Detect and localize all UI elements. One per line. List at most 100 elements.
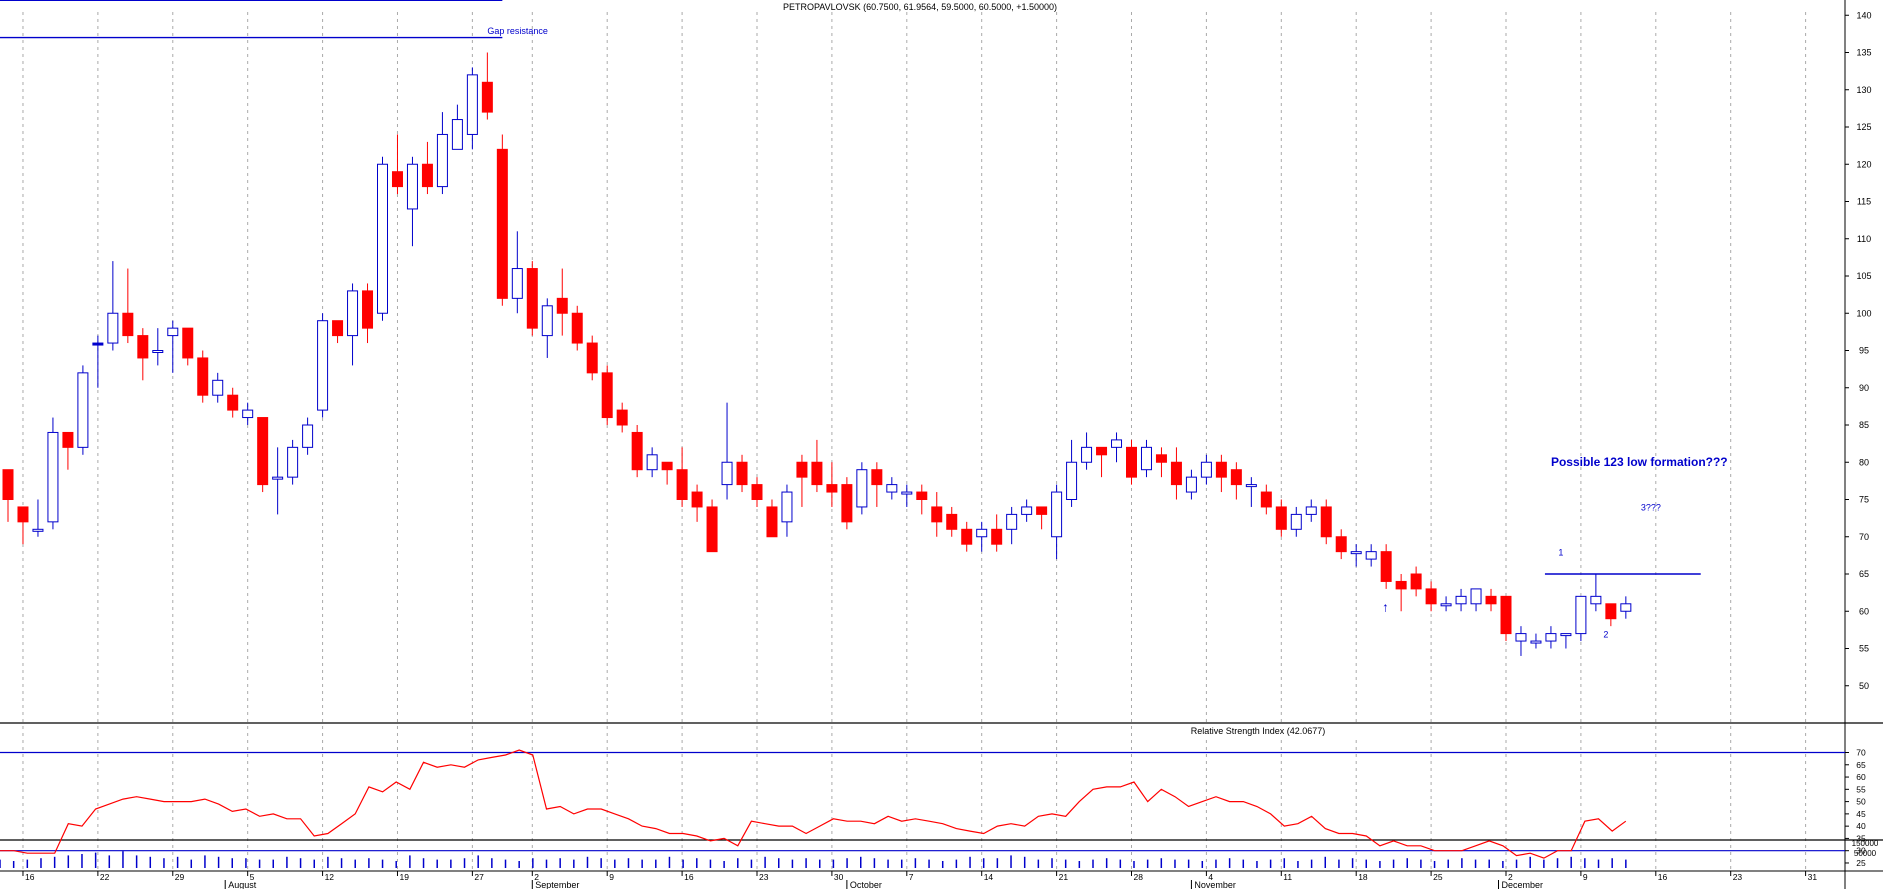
- candle-body: [1485, 595, 1497, 605]
- candle: [227, 387, 239, 418]
- candle-body: [1350, 551, 1362, 555]
- price-tick-label: 100: [1856, 308, 1871, 318]
- candle: [706, 499, 718, 553]
- candle: [1515, 626, 1527, 656]
- x-month-label: August: [228, 880, 257, 889]
- candle-body: [1200, 461, 1212, 478]
- candle-body: [541, 305, 553, 337]
- rsi-panel: 25 30 35 40 45 50 55 60 65 70: [0, 748, 1866, 868]
- candle-body: [1290, 513, 1302, 530]
- rsi-tick-label: 40: [1856, 821, 1866, 831]
- candle: [931, 492, 943, 537]
- candle-body: [796, 461, 808, 478]
- candle: [137, 328, 149, 381]
- candle: [1245, 477, 1257, 507]
- x-day-label: 5: [250, 872, 255, 882]
- candle-body: [1185, 476, 1197, 493]
- candle: [1560, 633, 1572, 649]
- candle-body: [1335, 536, 1347, 553]
- candle-body: [391, 171, 403, 188]
- x-day-label: 9: [609, 872, 614, 882]
- candle: [1006, 506, 1018, 545]
- candle: [47, 417, 59, 530]
- price-tick-label: 85: [1859, 420, 1869, 430]
- candle: [1096, 446, 1108, 478]
- candle-body: [811, 461, 823, 486]
- rsi-tick-label: 65: [1856, 760, 1866, 770]
- candle-body: [721, 461, 733, 486]
- candle-body: [766, 506, 778, 538]
- candle: [721, 402, 733, 500]
- candle: [976, 521, 988, 552]
- candle-body: [2, 469, 14, 501]
- candle-body: [1230, 469, 1242, 486]
- candle: [616, 402, 628, 433]
- x-month-label: December: [1502, 880, 1544, 889]
- candle: [451, 104, 463, 150]
- price-tick-label: 120: [1856, 159, 1871, 169]
- candle: [1410, 566, 1422, 597]
- candle: [272, 447, 284, 515]
- candle: [766, 499, 778, 538]
- candle: [1275, 499, 1287, 537]
- x-day-label: 9: [1583, 872, 1588, 882]
- candle-body: [826, 484, 838, 493]
- candle: [1335, 529, 1347, 560]
- candle: [1590, 574, 1602, 612]
- candle: [107, 261, 119, 351]
- candle-body: [107, 312, 119, 344]
- candle-body: [122, 312, 134, 337]
- candle: [586, 335, 598, 381]
- candle: [317, 313, 329, 418]
- candle: [257, 417, 269, 493]
- x-day-label: 16: [1658, 872, 1668, 882]
- price-tick-label: 140: [1856, 10, 1871, 20]
- price-tick-label: 65: [1859, 569, 1869, 579]
- candle: [332, 320, 344, 344]
- candle-body: [1036, 506, 1048, 515]
- candle-body: [586, 342, 598, 374]
- rsi-tick-label: 35: [1856, 833, 1866, 843]
- x-day-label: 18: [1358, 872, 1368, 882]
- candle-body: [1620, 603, 1632, 612]
- candle-body: [1081, 446, 1093, 463]
- candle-body: [706, 506, 718, 553]
- candle-body: [661, 461, 673, 471]
- candle-body: [931, 506, 943, 523]
- candle-body: [32, 528, 44, 532]
- rsi-tick-label: 55: [1856, 784, 1866, 794]
- candle-body: [916, 491, 928, 500]
- candle-body: [47, 431, 59, 523]
- candle: [496, 134, 508, 306]
- candle-body: [1245, 484, 1257, 488]
- candle-body: [1515, 633, 1527, 642]
- x-day-label: 23: [759, 872, 769, 882]
- candle-body: [92, 342, 104, 346]
- candle-body: [1455, 595, 1467, 605]
- volume-bars: [0, 851, 1627, 868]
- candle: [871, 462, 883, 507]
- candle: [1365, 544, 1377, 567]
- candle: [481, 52, 493, 120]
- candle-body: [526, 268, 538, 329]
- candle-body: [1215, 461, 1227, 478]
- candle: [1081, 432, 1093, 470]
- candle-body: [242, 409, 254, 419]
- candle: [676, 447, 688, 507]
- candle-body: [856, 469, 868, 508]
- candle-body: [137, 335, 149, 359]
- arrow-up-icon: ↑: [1382, 599, 1389, 614]
- candle: [1140, 439, 1152, 478]
- rsi-tick-label: 30: [1856, 846, 1866, 856]
- candle: [1455, 588, 1467, 612]
- candle: [152, 328, 164, 366]
- candle: [1305, 499, 1317, 522]
- candle-body: [1560, 633, 1572, 637]
- chart-annotation: Gap resistance: [487, 26, 548, 36]
- candle: [661, 461, 673, 485]
- candle: [796, 454, 808, 507]
- candle: [511, 231, 523, 314]
- candle-body: [1590, 595, 1602, 605]
- candle: [406, 156, 418, 247]
- candle: [1320, 499, 1332, 545]
